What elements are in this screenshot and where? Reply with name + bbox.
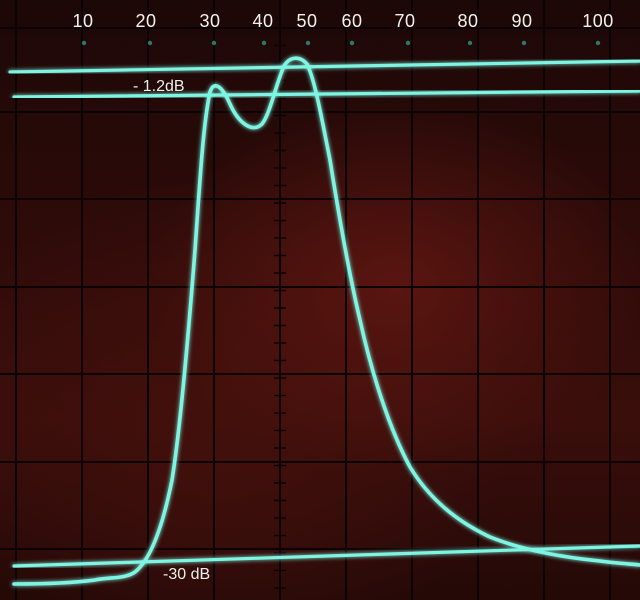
scale-dot xyxy=(595,40,601,46)
scale-label-30: 30 xyxy=(199,11,221,31)
response-curve xyxy=(12,56,640,586)
reference-line-top-2 xyxy=(12,89,640,99)
scale-dot xyxy=(81,40,87,46)
scale-dot xyxy=(349,40,355,46)
scale-dot xyxy=(467,40,473,46)
level-label-bottom: -30 dB xyxy=(163,566,211,583)
scale-label-50: 50 xyxy=(296,11,318,31)
scale-label-70: 70 xyxy=(394,11,416,31)
scale-dot xyxy=(211,40,217,46)
scale-label-80: 80 xyxy=(457,11,479,31)
scale-label-20: 20 xyxy=(135,11,157,31)
scale-label-40: 40 xyxy=(252,11,274,31)
scale-dot xyxy=(261,40,267,46)
scale-label-100: 100 xyxy=(582,11,614,31)
scale-label-10: 10 xyxy=(72,11,94,31)
reference-line-top-1 xyxy=(8,59,640,74)
scale-dot xyxy=(405,40,411,46)
level-label-top: - 1.2dB xyxy=(133,78,185,95)
scale-label-90: 90 xyxy=(511,11,533,31)
scale-dot xyxy=(147,40,153,46)
scale-dot xyxy=(305,40,311,46)
scale-label-60: 60 xyxy=(341,11,363,31)
scale-dot xyxy=(521,40,527,46)
